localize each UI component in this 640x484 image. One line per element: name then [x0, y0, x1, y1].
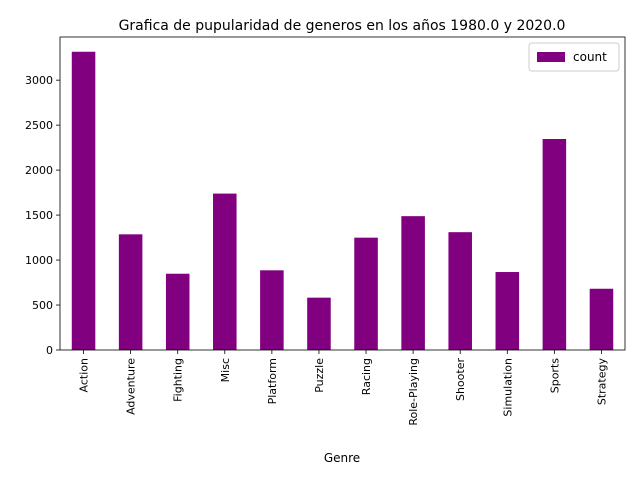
x-tick-label: Shooter — [454, 358, 467, 401]
y-tick-label: 500 — [32, 299, 53, 312]
x-tick-label: Misc — [219, 358, 232, 382]
legend-swatch — [537, 52, 565, 62]
y-tick-label: 2000 — [25, 164, 53, 177]
y-tick-label: 2500 — [25, 119, 53, 132]
x-axis-label: Genre — [324, 451, 360, 465]
y-tick-label: 1000 — [25, 254, 53, 267]
bar-fighting — [165, 273, 190, 350]
legend: count — [528, 42, 620, 72]
bar-sports — [542, 138, 567, 350]
x-tick-label: Racing — [360, 358, 373, 395]
legend-label: count — [573, 50, 607, 64]
bar-strategy — [589, 288, 614, 350]
y-tick-label: 1500 — [25, 209, 53, 222]
x-tick-label: Puzzle — [313, 358, 326, 393]
legend-box — [528, 42, 620, 72]
bar-puzzle — [307, 297, 331, 350]
x-tick-label: Role-Playing — [407, 358, 420, 426]
x-tick-label: Simulation — [501, 358, 514, 417]
bar-simulation — [495, 272, 520, 350]
bar-role-playing — [401, 216, 425, 350]
bar-racing — [354, 237, 378, 350]
x-tick-label: Adventure — [125, 358, 138, 415]
x-tick-label: Strategy — [595, 358, 608, 406]
y-tick-label: 3000 — [25, 74, 53, 87]
chart-title: Grafica de pupularidad de generos en los… — [119, 18, 566, 34]
bar-platform — [260, 270, 284, 350]
x-tick-label: Action — [78, 358, 91, 392]
x-tick-label: Platform — [266, 358, 279, 404]
bar-adventure — [118, 234, 143, 350]
axes-frame — [59, 36, 626, 351]
bar-misc — [213, 193, 237, 350]
bar-shooter — [448, 232, 472, 350]
y-tick-label: 0 — [46, 344, 53, 357]
plot-area: 0 500 1000 1500 2000 2500 3000 Action Adventure F… — [25, 36, 626, 426]
bar-action — [71, 51, 96, 350]
x-tick-label: Fighting — [172, 358, 185, 402]
x-tick-label: Sports — [548, 358, 561, 394]
